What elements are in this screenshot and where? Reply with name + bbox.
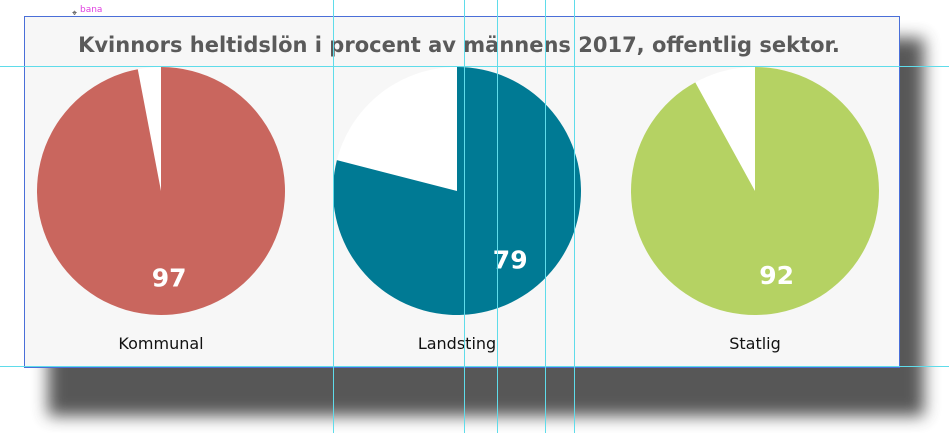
guide-line (464, 0, 465, 433)
pie-value-label: 92 (759, 261, 794, 290)
anchor-icon: ⌖ (72, 9, 78, 19)
guide-line (0, 366, 949, 367)
pie-category-label: Statlig (729, 334, 781, 353)
chart-title: Kvinnors heltidslön i procent av männens… (78, 33, 840, 57)
pie-slice-landsting (333, 67, 581, 315)
pie-slice-kommunal (37, 67, 286, 316)
pie-category-label: Landsting (418, 334, 496, 353)
pie-category-label: Kommunal (118, 334, 203, 353)
guide-line (545, 0, 546, 433)
pie-value-label: 79 (493, 246, 528, 275)
guide-line (0, 66, 949, 67)
guide-line (574, 0, 575, 433)
guide-line (497, 0, 498, 433)
frame-label: bana (80, 5, 103, 15)
guide-line (333, 0, 334, 433)
pie-value-label: 97 (152, 263, 187, 292)
pie-slice-statlig (631, 67, 880, 315)
